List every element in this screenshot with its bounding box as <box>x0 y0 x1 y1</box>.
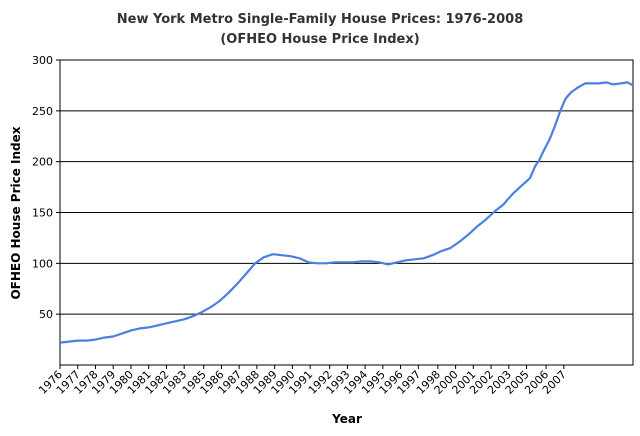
series-line <box>59 81 634 344</box>
chart-title: New York Metro Single-Family House Price… <box>117 12 524 27</box>
y-tick-label: 200 <box>32 156 53 169</box>
y-tick-label: 250 <box>32 105 53 118</box>
y-axis-label: OFHEO House Price Index <box>9 126 23 299</box>
y-tick-label: 150 <box>32 207 53 220</box>
y-tick-label: 50 <box>39 308 53 321</box>
series-layer <box>59 81 634 344</box>
y-tick-label: 100 <box>32 257 53 270</box>
chart-subtitle: (OFHEO House Price Index) <box>220 32 419 47</box>
y-tick-label: 300 <box>32 54 53 67</box>
x-axis-label: Year <box>331 412 362 426</box>
gridlines <box>60 59 633 315</box>
x-axis: 1976197719781979198019811982198319851986… <box>36 365 569 397</box>
y-axis: 50 100 150 200 250 300 <box>32 54 60 321</box>
